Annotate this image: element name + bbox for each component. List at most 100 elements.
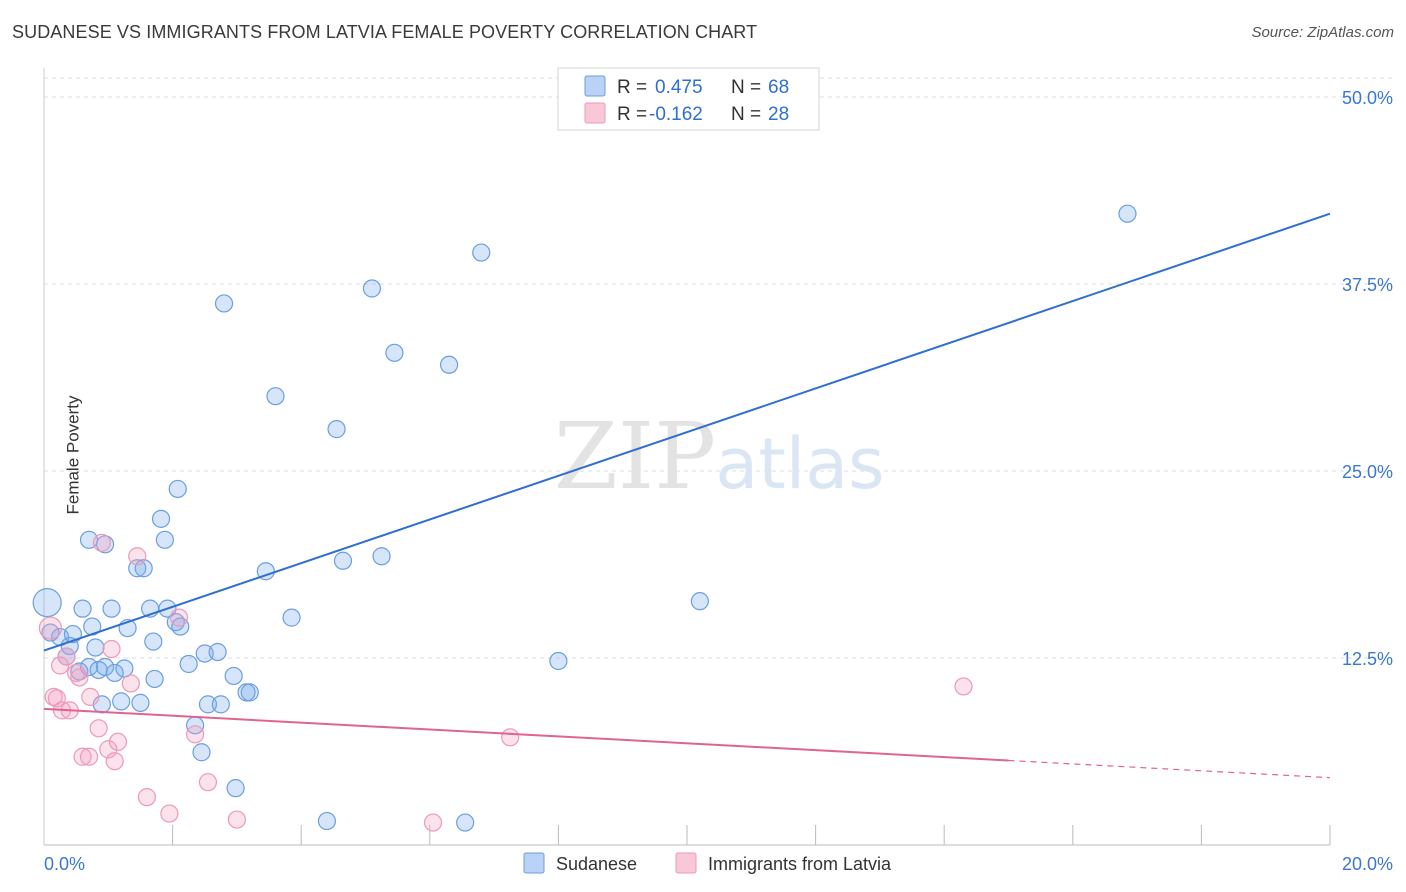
point-sudanese-53 — [385, 343, 404, 362]
point-sudanese-56 — [472, 243, 491, 262]
point-sudanese-14 — [95, 657, 115, 677]
point-sudanese-48 — [317, 811, 337, 831]
axes — [43, 68, 1331, 846]
point-latvia-28 — [954, 677, 973, 696]
point-latvia-25 — [227, 810, 246, 829]
point-sudanese-7 — [73, 599, 92, 618]
point-sudanese-26 — [145, 669, 164, 689]
point-latvia-18 — [121, 674, 140, 693]
data-points — [32, 204, 1137, 832]
point-sudanese-46 — [266, 387, 285, 406]
stats-r-value-1: -0.162 — [649, 104, 703, 125]
point-sudanese-58 — [690, 592, 709, 611]
watermark-atlas: atlas — [715, 423, 884, 505]
stats-n-value-0: 68 — [768, 77, 789, 98]
source-credit: Source: ZipAtlas.com — [1251, 24, 1394, 41]
point-sudanese-41 — [224, 666, 243, 686]
point-latvia-10 — [79, 747, 99, 766]
stats-swatch-sudanese — [584, 75, 606, 97]
point-sudanese-31 — [168, 479, 187, 499]
point-latvia-16 — [105, 752, 124, 771]
point-sudanese-52 — [372, 547, 391, 566]
gridlines — [44, 77, 1394, 659]
point-latvia-15 — [102, 639, 121, 659]
stats-legend: R = 0.475 N = 68 R = -0.162 N = 28 — [557, 67, 820, 131]
point-sudanese-25 — [144, 632, 163, 651]
point-latvia-0 — [38, 616, 63, 640]
point-latvia-3 — [50, 656, 70, 675]
point-sudanese-16 — [102, 599, 121, 618]
point-latvia-13 — [92, 533, 111, 552]
point-latvia-19 — [128, 547, 147, 566]
point-latvia-8 — [70, 668, 89, 687]
trend-line-sudanese — [43, 212, 1331, 652]
point-sudanese-37 — [198, 695, 218, 714]
x-tick-label-1: 20.0% — [1342, 854, 1393, 874]
point-latvia-22 — [169, 608, 189, 627]
point-sudanese-19 — [115, 659, 134, 678]
point-sudanese-40 — [214, 294, 234, 313]
stats-swatch-latvia — [584, 102, 606, 124]
x-tick-label-0: 0.0% — [44, 854, 85, 874]
trend-line-latvia — [43, 707, 1009, 762]
point-latvia-24 — [198, 773, 218, 792]
legend-swatch-latvia — [675, 852, 697, 874]
watermark: ZIP atlas — [554, 403, 885, 510]
point-sudanese-11 — [86, 638, 105, 657]
point-sudanese-59 — [1118, 204, 1137, 223]
point-latvia-11 — [81, 687, 100, 706]
legend-swatch-sudanese — [523, 852, 545, 874]
point-latvia-17 — [108, 732, 128, 751]
y-tick-label-1: 25.0% — [1342, 462, 1393, 482]
series-legend: Sudanese Immigrants from Latvia — [523, 852, 892, 874]
point-sudanese-50 — [333, 551, 353, 570]
point-sudanese-33 — [179, 654, 198, 674]
y-tick-label-3: 50.0% — [1342, 88, 1393, 108]
point-sudanese-1 — [41, 623, 60, 642]
point-sudanese-4 — [60, 636, 79, 656]
legend-label-latvia: Immigrants from Latvia — [708, 854, 892, 874]
stats-r-label-0: R = — [617, 77, 647, 98]
point-latvia-20 — [137, 788, 156, 807]
point-sudanese-49 — [327, 420, 346, 439]
stats-r-value-0: 0.475 — [655, 77, 703, 98]
point-latvia-9 — [73, 747, 92, 766]
point-sudanese-54 — [439, 355, 459, 374]
stats-n-label-1: N = — [731, 104, 761, 125]
stats-n-label-0: N = — [731, 77, 761, 98]
legend-label-sudanese: Sudanese — [556, 854, 637, 874]
point-sudanese-0 — [32, 588, 62, 618]
stats-n-value-1: 28 — [768, 104, 789, 125]
trend-line-dashed-latvia — [1008, 759, 1331, 779]
y-tick-label-2: 37.5% — [1342, 275, 1393, 295]
stats-r-label-1: R = — [617, 104, 647, 125]
watermark-zip: ZIP — [554, 403, 716, 510]
point-sudanese-28 — [155, 530, 174, 549]
point-sudanese-51 — [362, 279, 382, 298]
point-latvia-26 — [423, 813, 443, 832]
trend-lines — [43, 212, 1331, 779]
point-sudanese-17 — [105, 663, 124, 683]
y-tick-label-0: 12.5% — [1342, 649, 1393, 669]
point-sudanese-22 — [131, 693, 150, 712]
point-sudanese-47 — [282, 608, 301, 627]
point-sudanese-55 — [456, 813, 475, 832]
point-sudanese-35 — [192, 743, 211, 762]
chart-title: SUDANESE VS IMMIGRANTS FROM LATVIA FEMAL… — [12, 22, 758, 42]
point-latvia-5 — [57, 647, 76, 666]
point-sudanese-27 — [151, 509, 171, 528]
tick-labels: 12.5% 25.0% 37.5% 50.0% 0.0% 20.0% — [44, 88, 1393, 874]
point-latvia-23 — [186, 725, 205, 744]
point-sudanese-38 — [208, 642, 227, 662]
point-latvia-27 — [501, 728, 520, 747]
point-latvia-12 — [89, 719, 108, 738]
point-sudanese-44 — [240, 683, 259, 702]
point-sudanese-18 — [112, 692, 131, 711]
point-latvia-2 — [47, 689, 66, 708]
point-sudanese-39 — [211, 695, 230, 714]
point-sudanese-42 — [226, 779, 245, 798]
point-latvia-21 — [160, 804, 179, 823]
point-sudanese-57 — [549, 651, 568, 671]
svg-text:R = 0.475 N =: R = 0.475 N = 68 R = -0.162 N = 28 — [617, 77, 794, 125]
